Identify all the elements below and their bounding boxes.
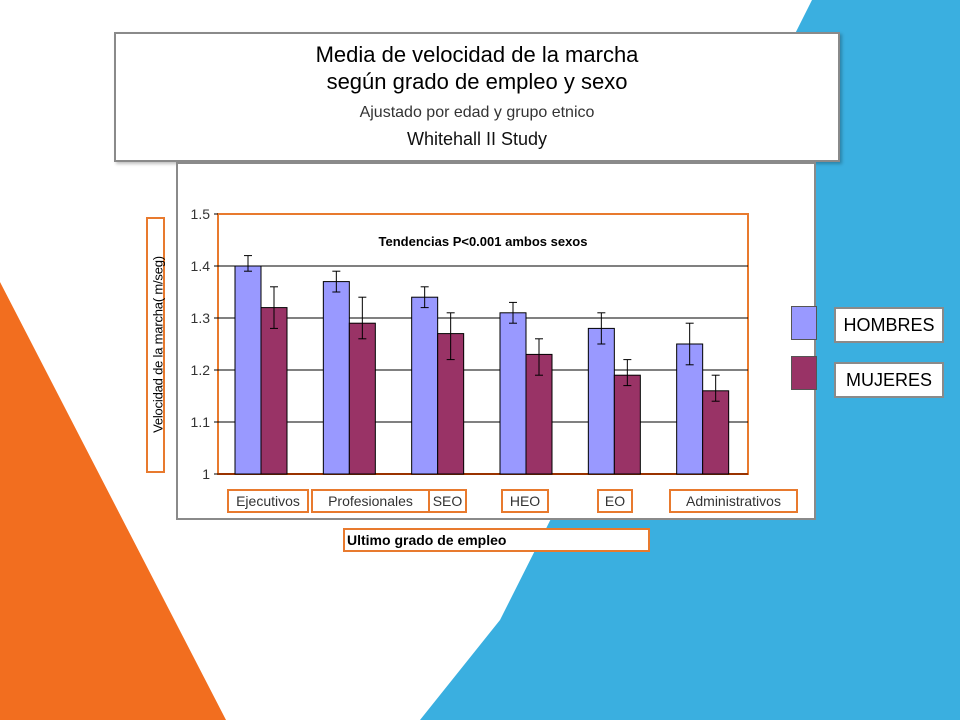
y-tick-label: 1.5 — [191, 206, 211, 222]
chart-panel: 1 1.1 1.2 1.3 1.4 1.5 Tendencias P<0.001 ambos… — [176, 162, 816, 520]
bar-hombres — [322, 281, 350, 475]
y-tick-label: 1.3 — [191, 310, 211, 326]
legend-label-hombres: HOMBRES — [834, 307, 944, 343]
y-tick-label: 1 — [202, 466, 210, 482]
x-tick-label: Ejecutivos — [236, 493, 300, 509]
x-label-box — [669, 489, 798, 513]
y-tick-label: 1.1 — [191, 414, 211, 430]
y-axis-label: Velocidad de la marcha( m/seg) — [150, 256, 166, 433]
study-name: Whitehall II Study — [406, 129, 548, 149]
plot-area — [217, 213, 749, 475]
x-tick-label: EO — [605, 493, 625, 509]
bar-mujeres — [348, 322, 376, 475]
bar-hombres — [587, 327, 615, 475]
bar-mujeres — [260, 307, 288, 475]
x-tick-label: HEO — [510, 493, 540, 509]
orange-shape — [0, 282, 226, 720]
x-label-box — [597, 489, 633, 513]
y-axis-label-box: Velocidad de la marcha( m/seg) — [146, 217, 166, 473]
x-label-box — [501, 489, 549, 513]
bar-mujeres — [702, 390, 730, 475]
bar-hombres — [234, 265, 262, 475]
y-tick-label: 1.2 — [191, 362, 211, 378]
legend-label-mujeres: MUJERES — [834, 362, 944, 398]
x-axis-label: Ultimo grado de empleo — [343, 528, 650, 552]
bar-mujeres — [613, 374, 641, 475]
bar-chart: 1 1.1 1.2 1.3 1.4 1.5 Tendencias P<0.001 ambos… — [191, 206, 798, 513]
x-tick-label: Administrativos — [686, 493, 781, 509]
x-label-box — [227, 489, 309, 513]
subtitle: Ajustado por edad y grupo etnico — [359, 104, 595, 121]
legend-swatch-hombres — [791, 306, 817, 340]
title-line1: Media de velocidad de la marcha — [315, 42, 639, 67]
title-line2: según grado de empleo y sexo — [326, 69, 628, 94]
x-tick-label: SEO — [433, 493, 463, 509]
legend-swatch-mujeres — [791, 356, 817, 390]
y-tick-label: 1.4 — [191, 258, 211, 274]
bar-hombres — [499, 312, 527, 475]
title-box: Media de velocidad de la marcha según gr… — [114, 32, 840, 162]
bar-hombres — [411, 296, 439, 475]
annotation: Tendencias P<0.001 ambos sexos — [379, 234, 588, 249]
x-label-box — [428, 489, 467, 513]
x-tick-label: Profesionales — [328, 493, 413, 509]
